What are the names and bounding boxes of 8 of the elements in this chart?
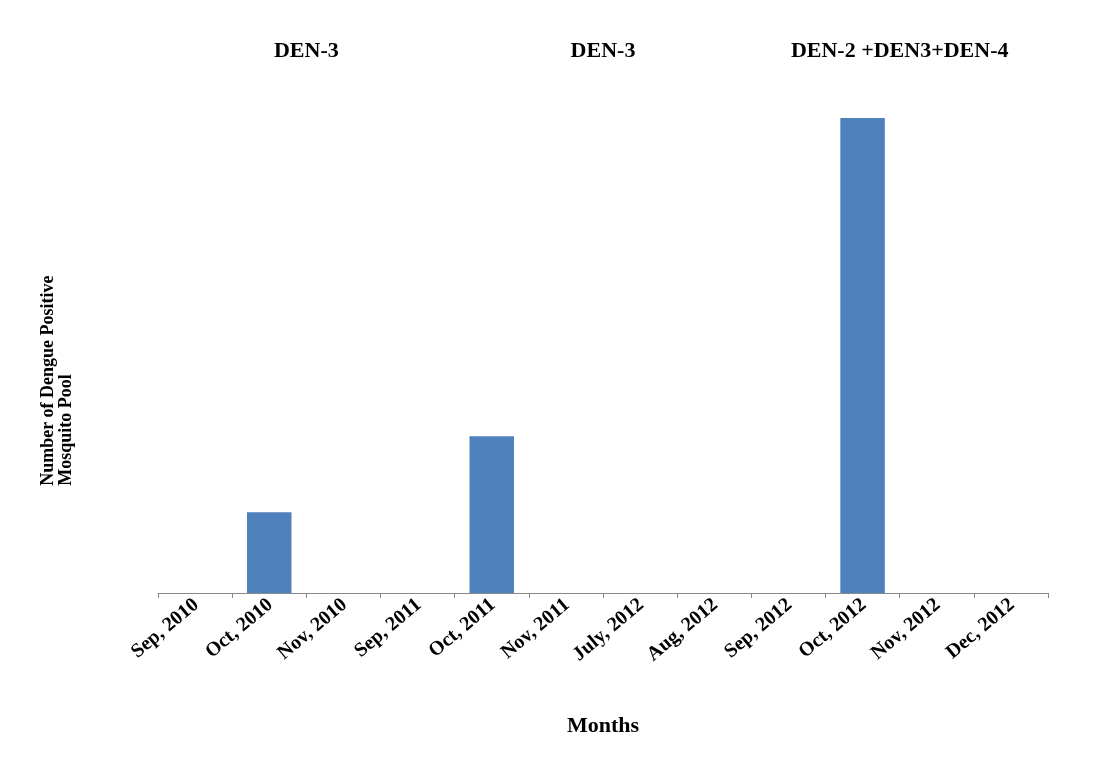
text: DEN-3 — [570, 36, 636, 62]
x-tick-label: Dec, 2012 — [940, 592, 1018, 663]
text: DEN-3 — [273, 36, 339, 62]
x-tick-label: Sep, 2011 — [349, 592, 426, 662]
y-axis-title: Number of Dengue Positive Mosquito Pool — [37, 275, 75, 486]
text: DEN-2 +DEN3+DEN-4 — [790, 36, 1009, 62]
x-tick-label: Sep, 2010 — [125, 592, 203, 663]
x-axis-title: Months — [566, 711, 640, 737]
